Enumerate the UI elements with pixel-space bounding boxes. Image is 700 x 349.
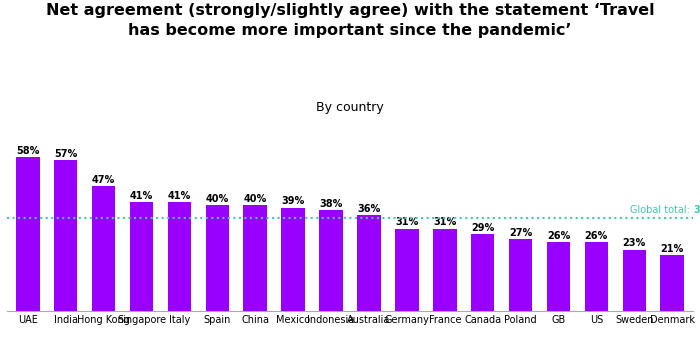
Bar xyxy=(319,210,343,311)
Text: 29%: 29% xyxy=(471,223,494,233)
Bar xyxy=(471,234,494,311)
Text: 41%: 41% xyxy=(168,191,191,201)
Bar xyxy=(547,242,570,311)
Text: 40%: 40% xyxy=(244,194,267,203)
Text: 38%: 38% xyxy=(319,199,343,209)
Text: 23%: 23% xyxy=(622,238,646,248)
Text: 27%: 27% xyxy=(509,228,532,238)
Bar xyxy=(92,186,116,311)
Bar xyxy=(244,205,267,311)
Text: 31%: 31% xyxy=(433,217,456,227)
Text: 26%: 26% xyxy=(584,231,608,240)
Text: 35%: 35% xyxy=(693,205,700,215)
Text: 36%: 36% xyxy=(357,204,381,214)
Text: 40%: 40% xyxy=(206,194,229,203)
Text: 41%: 41% xyxy=(130,191,153,201)
Text: 47%: 47% xyxy=(92,175,116,185)
Bar xyxy=(509,239,532,311)
Text: 57%: 57% xyxy=(54,149,78,159)
Bar xyxy=(16,157,40,311)
Bar xyxy=(206,205,229,311)
Text: 39%: 39% xyxy=(281,196,304,206)
Bar xyxy=(584,242,608,311)
Bar xyxy=(357,215,381,311)
Bar xyxy=(130,202,153,311)
Text: Net agreement (strongly/slightly agree) with the statement ‘Travel
has become mo: Net agreement (strongly/slightly agree) … xyxy=(46,3,655,38)
Text: Global total:: Global total: xyxy=(630,205,693,215)
Text: 26%: 26% xyxy=(547,231,570,240)
Text: 21%: 21% xyxy=(661,244,684,254)
Bar xyxy=(168,202,191,311)
Text: By country: By country xyxy=(316,101,384,114)
Bar xyxy=(622,250,646,311)
Bar xyxy=(281,208,305,311)
Text: 58%: 58% xyxy=(16,146,39,156)
Bar xyxy=(433,229,456,311)
Text: 31%: 31% xyxy=(395,217,419,227)
Bar xyxy=(395,229,419,311)
Bar xyxy=(660,255,684,311)
Bar xyxy=(54,160,78,311)
